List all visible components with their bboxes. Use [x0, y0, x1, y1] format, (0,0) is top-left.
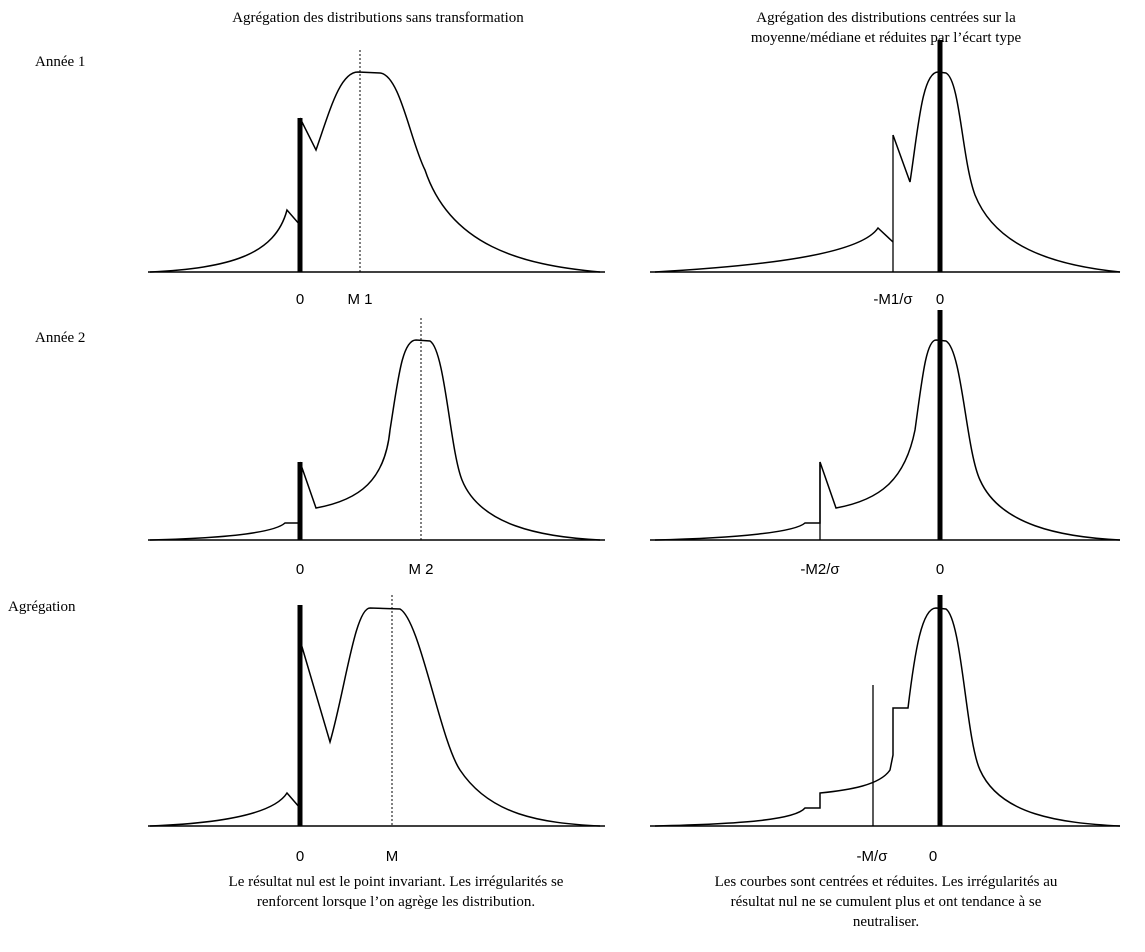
column-title: moyenne/médiane et réduites par l’écart …	[751, 30, 1022, 46]
axis-label: M 1	[347, 291, 372, 308]
curve	[149, 71, 601, 273]
axis-label: 0	[936, 291, 944, 308]
axis-label: 0	[296, 561, 304, 578]
curve	[654, 607, 1121, 827]
axis-label: 0	[936, 561, 944, 578]
column-title: Agrégation des distributions centrées su…	[756, 10, 1016, 26]
axis-label: -M2/σ	[800, 561, 840, 578]
caption: Le résultat nul est le point invariant. …	[229, 874, 564, 890]
curve	[654, 339, 1121, 541]
panel	[148, 318, 605, 541]
axis-label: M 2	[408, 561, 433, 578]
curve	[149, 339, 601, 541]
axis-label: -M/σ	[857, 848, 889, 865]
row-label: Agrégation	[8, 599, 76, 615]
row-label: Année 2	[35, 330, 85, 346]
panel	[650, 310, 1121, 541]
row-label: Année 1	[35, 54, 85, 70]
panel	[148, 595, 605, 827]
curve	[149, 607, 601, 827]
caption: neutraliser.	[853, 914, 919, 930]
axis-label: 0	[929, 848, 937, 865]
axis-label: -M1/σ	[873, 291, 913, 308]
axis-label: 0	[296, 848, 304, 865]
axis-label: 0	[296, 291, 304, 308]
panel	[650, 40, 1121, 273]
panel	[650, 595, 1121, 827]
caption: résultat nul ne se cumulent plus et ont …	[731, 894, 1042, 910]
column-title: Agrégation des distributions sans transf…	[232, 10, 524, 26]
caption: renforcent lorsque l’on agrège les distr…	[257, 894, 535, 910]
caption: Les courbes sont centrées et réduites. L…	[715, 874, 1058, 890]
panel	[148, 50, 605, 273]
curve	[654, 71, 1121, 273]
axis-label: M	[386, 848, 399, 865]
